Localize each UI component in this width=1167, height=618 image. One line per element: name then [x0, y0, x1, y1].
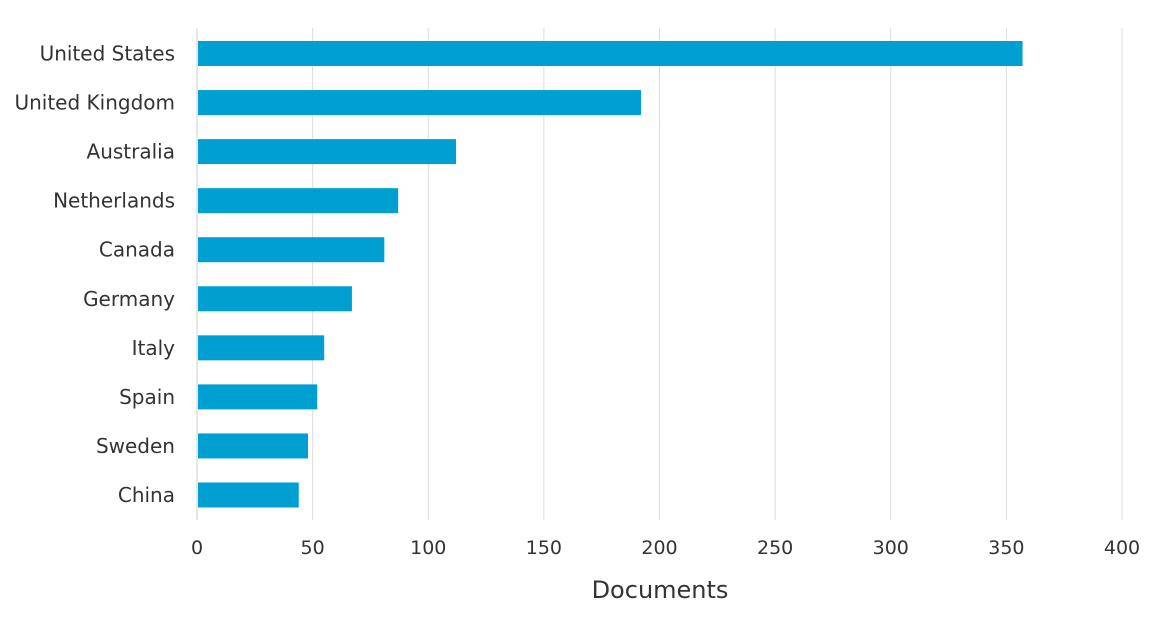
bars: [198, 41, 1023, 508]
category-label: Germany: [83, 287, 175, 311]
x-tick-label: 300: [873, 537, 909, 559]
x-tick-label: 0: [191, 537, 203, 559]
x-tick-label: 100: [410, 537, 446, 559]
category-label: United States: [40, 42, 175, 66]
x-tick-label: 50: [301, 537, 325, 559]
x-tick-label: 150: [526, 537, 562, 559]
x-axis-title: Documents: [592, 576, 729, 604]
bar: [198, 237, 385, 263]
bar: [198, 286, 352, 312]
bar: [198, 41, 1023, 66]
category-label: Netherlands: [53, 189, 175, 213]
bar: [198, 139, 456, 165]
x-tick-label: 250: [757, 537, 793, 559]
x-tick-label: 400: [1104, 537, 1140, 559]
category-labels: United States United Kingdom Australia Neth…: [14, 42, 175, 508]
category-label: Australia: [87, 140, 175, 164]
category-label: United Kingdom: [14, 91, 175, 115]
category-label: China: [118, 483, 175, 507]
bar: [198, 335, 325, 361]
category-label: Canada: [99, 238, 175, 262]
bar: [198, 188, 399, 214]
bar: [198, 482, 299, 508]
category-label: Italy: [132, 336, 176, 360]
bar: [198, 384, 318, 410]
bar: [198, 433, 308, 459]
x-tick-label: 350: [988, 537, 1024, 559]
x-tick-labels: 0 50 100 150 200 250 300 350 400: [191, 537, 1140, 559]
x-tick-label: 200: [641, 537, 677, 559]
category-label: Spain: [119, 385, 175, 409]
bar: [198, 90, 641, 116]
category-label: Sweden: [96, 434, 175, 458]
